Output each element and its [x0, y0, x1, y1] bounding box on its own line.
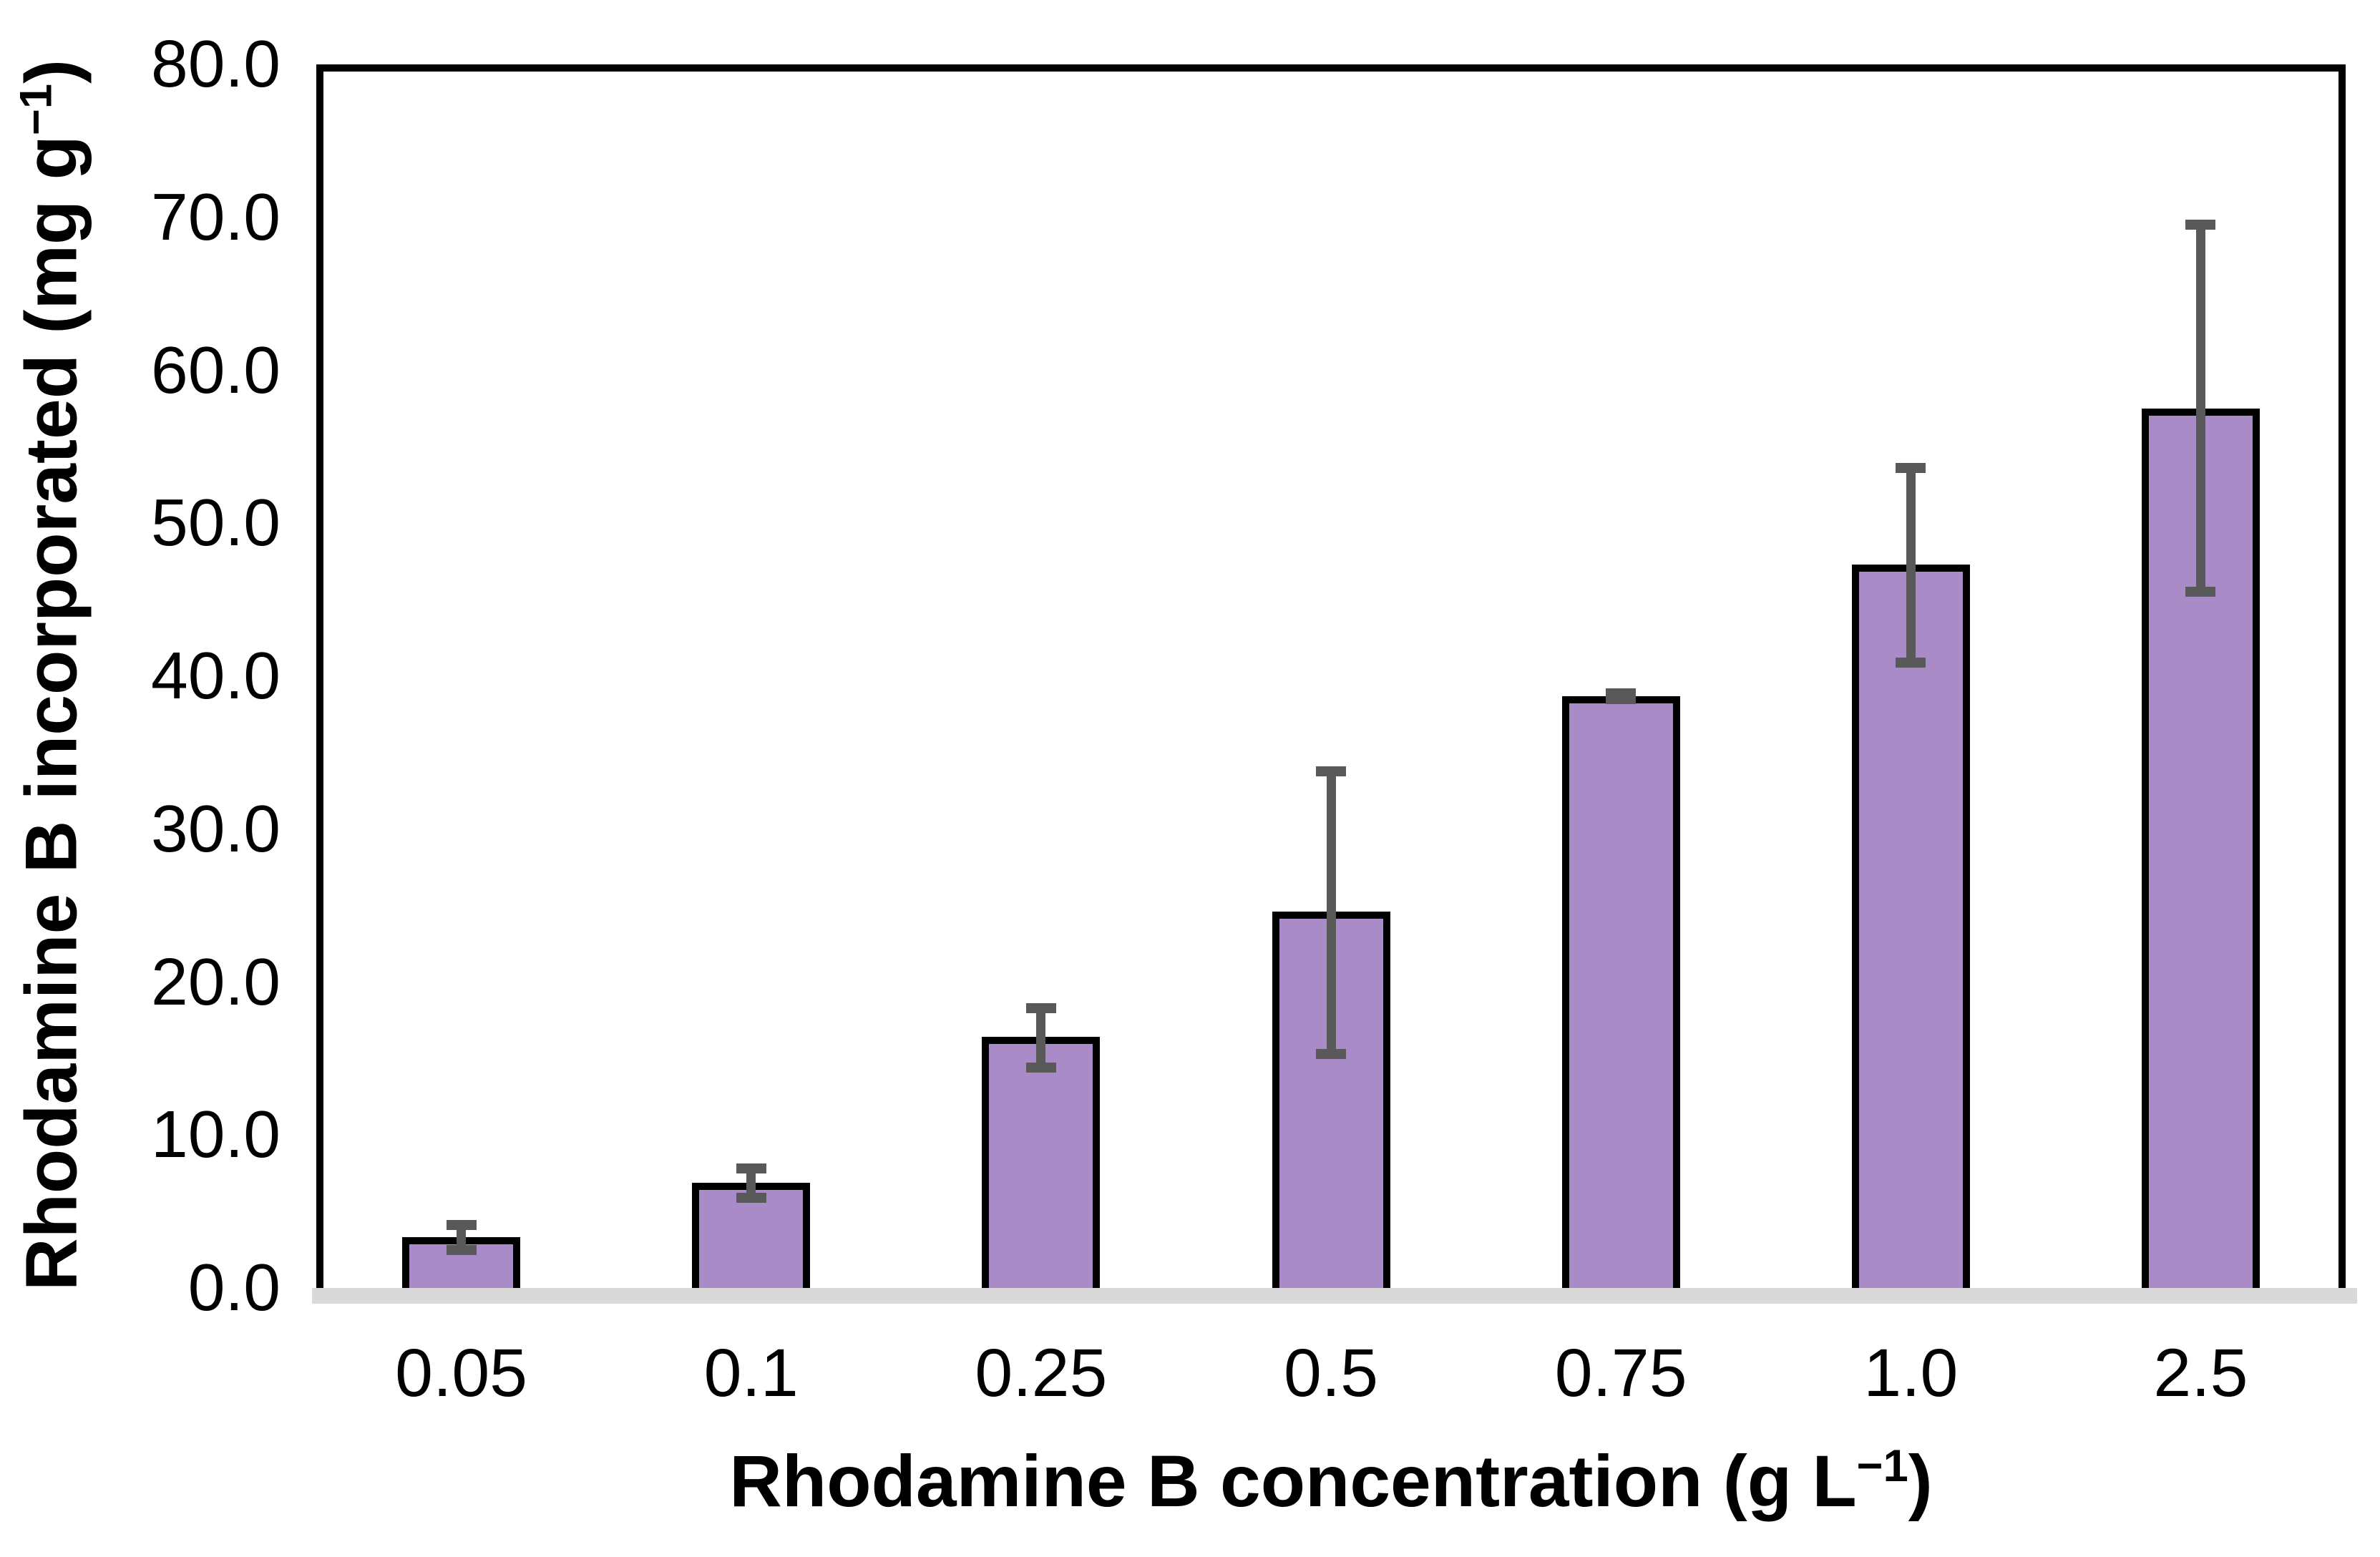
bar-0.5 — [1272, 912, 1390, 1288]
x-tick-label-0.5: 0.5 — [1283, 1335, 1379, 1411]
x-axis-baseline — [312, 1288, 2357, 1304]
x-axis-title-close: ) — [1908, 1440, 1933, 1522]
y-tick-label-30.0: 30.0 — [150, 791, 281, 866]
error-bar-cap-top-1.0 — [1896, 463, 1926, 474]
bar-1.0 — [1851, 564, 1970, 1288]
error-bar-cap-top-0.05 — [446, 1220, 477, 1231]
bar-0.75 — [1561, 695, 1680, 1288]
bar-0.25 — [982, 1037, 1101, 1288]
y-axis-title-text: Rhodamine B incorporated (mg g — [10, 135, 92, 1292]
y-axis-title-close: ) — [10, 59, 92, 84]
error-bar-cap-bottom-0.75 — [1606, 694, 1637, 705]
x-tick-label-0.1: 0.1 — [703, 1335, 799, 1411]
error-bar-line-0.25 — [1036, 1007, 1046, 1068]
y-tick-label-60.0: 60.0 — [150, 332, 281, 407]
x-tick-label-0.25: 0.25 — [975, 1335, 1108, 1411]
error-bar-line-0.5 — [1326, 771, 1336, 1054]
y-tick-label-80.0: 80.0 — [150, 26, 281, 101]
error-bar-line-2.5 — [2195, 225, 2205, 592]
y-axis-title: Rhodamine B incorporated (mg g−1) — [10, 0, 94, 1355]
error-bar-cap-bottom-0.1 — [736, 1192, 766, 1203]
y-tick-label-70.0: 70.0 — [150, 179, 281, 254]
y-tick-label-20.0: 20.0 — [150, 944, 281, 1019]
y-tick-label-10.0: 10.0 — [150, 1097, 281, 1172]
y-tick-label-40.0: 40.0 — [150, 638, 281, 713]
x-tick-label-0.75: 0.75 — [1554, 1335, 1687, 1411]
y-tick-label-50.0: 50.0 — [150, 485, 281, 560]
x-axis-title: Rhodamine B concentration (g L−1) — [472, 1440, 2190, 1523]
error-bar-cap-top-2.5 — [2185, 220, 2216, 230]
x-axis-title-text: Rhodamine B concentration (g L — [729, 1440, 1857, 1522]
error-bar-line-0.05 — [457, 1225, 467, 1250]
x-axis-title-superscript: −1 — [1856, 1441, 1908, 1492]
y-tick-label-0.0: 0.0 — [187, 1250, 281, 1324]
x-tick-label-2.5: 2.5 — [2153, 1335, 2248, 1411]
error-bar-cap-top-0.25 — [1025, 1002, 1056, 1013]
y-axis-title-superscript: −1 — [11, 83, 62, 135]
error-bar-line-1.0 — [1906, 468, 1916, 663]
error-bar-cap-bottom-1.0 — [1896, 657, 1926, 668]
error-bar-cap-bottom-0.05 — [446, 1244, 477, 1255]
error-bar-cap-bottom-0.25 — [1025, 1063, 1056, 1073]
error-bar-cap-bottom-0.5 — [1316, 1048, 1346, 1059]
x-tick-label-0.05: 0.05 — [395, 1335, 528, 1411]
error-bar-cap-top-0.5 — [1316, 766, 1346, 776]
error-bar-cap-bottom-2.5 — [2185, 587, 2216, 597]
error-bar-cap-top-0.1 — [736, 1163, 766, 1174]
x-tick-label-1.0: 1.0 — [1863, 1335, 1959, 1411]
plot-frame — [316, 64, 2346, 1288]
error-bar-line-0.1 — [746, 1168, 756, 1198]
